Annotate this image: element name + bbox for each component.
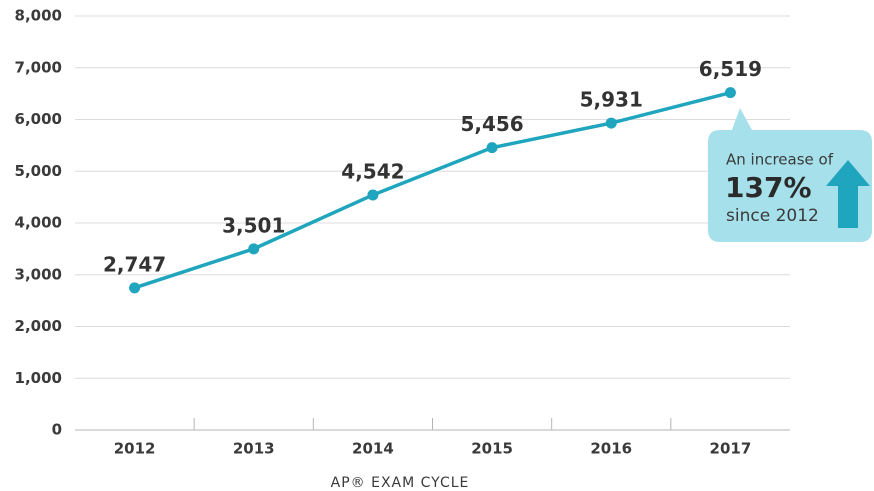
data-label: 5,931 [580, 88, 643, 112]
y-tick-label: 2,000 [15, 317, 62, 335]
y-tick-label: 8,000 [15, 7, 62, 25]
data-point [486, 142, 498, 154]
x-tick-label: 2017 [710, 440, 752, 458]
x-tick-label: 2014 [352, 440, 394, 458]
data-label: 6,519 [699, 57, 762, 81]
x-tick-label: 2015 [471, 440, 513, 458]
data-point [605, 117, 617, 129]
y-tick-label: 5,000 [15, 162, 62, 180]
x-tick-label: 2013 [233, 440, 275, 458]
data-point [248, 243, 260, 255]
y-tick-label: 4,000 [15, 214, 62, 232]
callout-text: 137% [725, 171, 812, 204]
x-tick-label: 2016 [590, 440, 632, 458]
x-tick-label: 2012 [114, 440, 156, 458]
callout-arrow [826, 160, 870, 228]
y-tick-label: 6,000 [15, 110, 62, 128]
data-label: 4,542 [341, 159, 404, 183]
y-tick-label: 3,000 [15, 265, 62, 283]
data-label: 5,456 [460, 112, 523, 136]
y-tick-label: 7,000 [15, 58, 62, 76]
y-tick-label: 0 [52, 421, 62, 439]
data-label: 2,747 [103, 252, 166, 276]
callout-text: An increase of [726, 151, 834, 169]
callout-box [708, 108, 872, 242]
data-point [129, 282, 141, 294]
data-line [134, 90, 731, 290]
data-point [724, 87, 736, 99]
data-label: 3,501 [222, 213, 285, 237]
y-tick-label: 1,000 [15, 369, 62, 387]
callout: An increase of 137% since 2012 [708, 108, 872, 242]
x-axis-label: AP® EXAM CYCLE [331, 475, 470, 491]
plot: 0 1,000 2,000 3,000 4,000 5,000 6,000 7,000 8,00… [15, 7, 790, 458]
callout-text: since 2012 [726, 206, 819, 226]
data-point [367, 189, 379, 201]
